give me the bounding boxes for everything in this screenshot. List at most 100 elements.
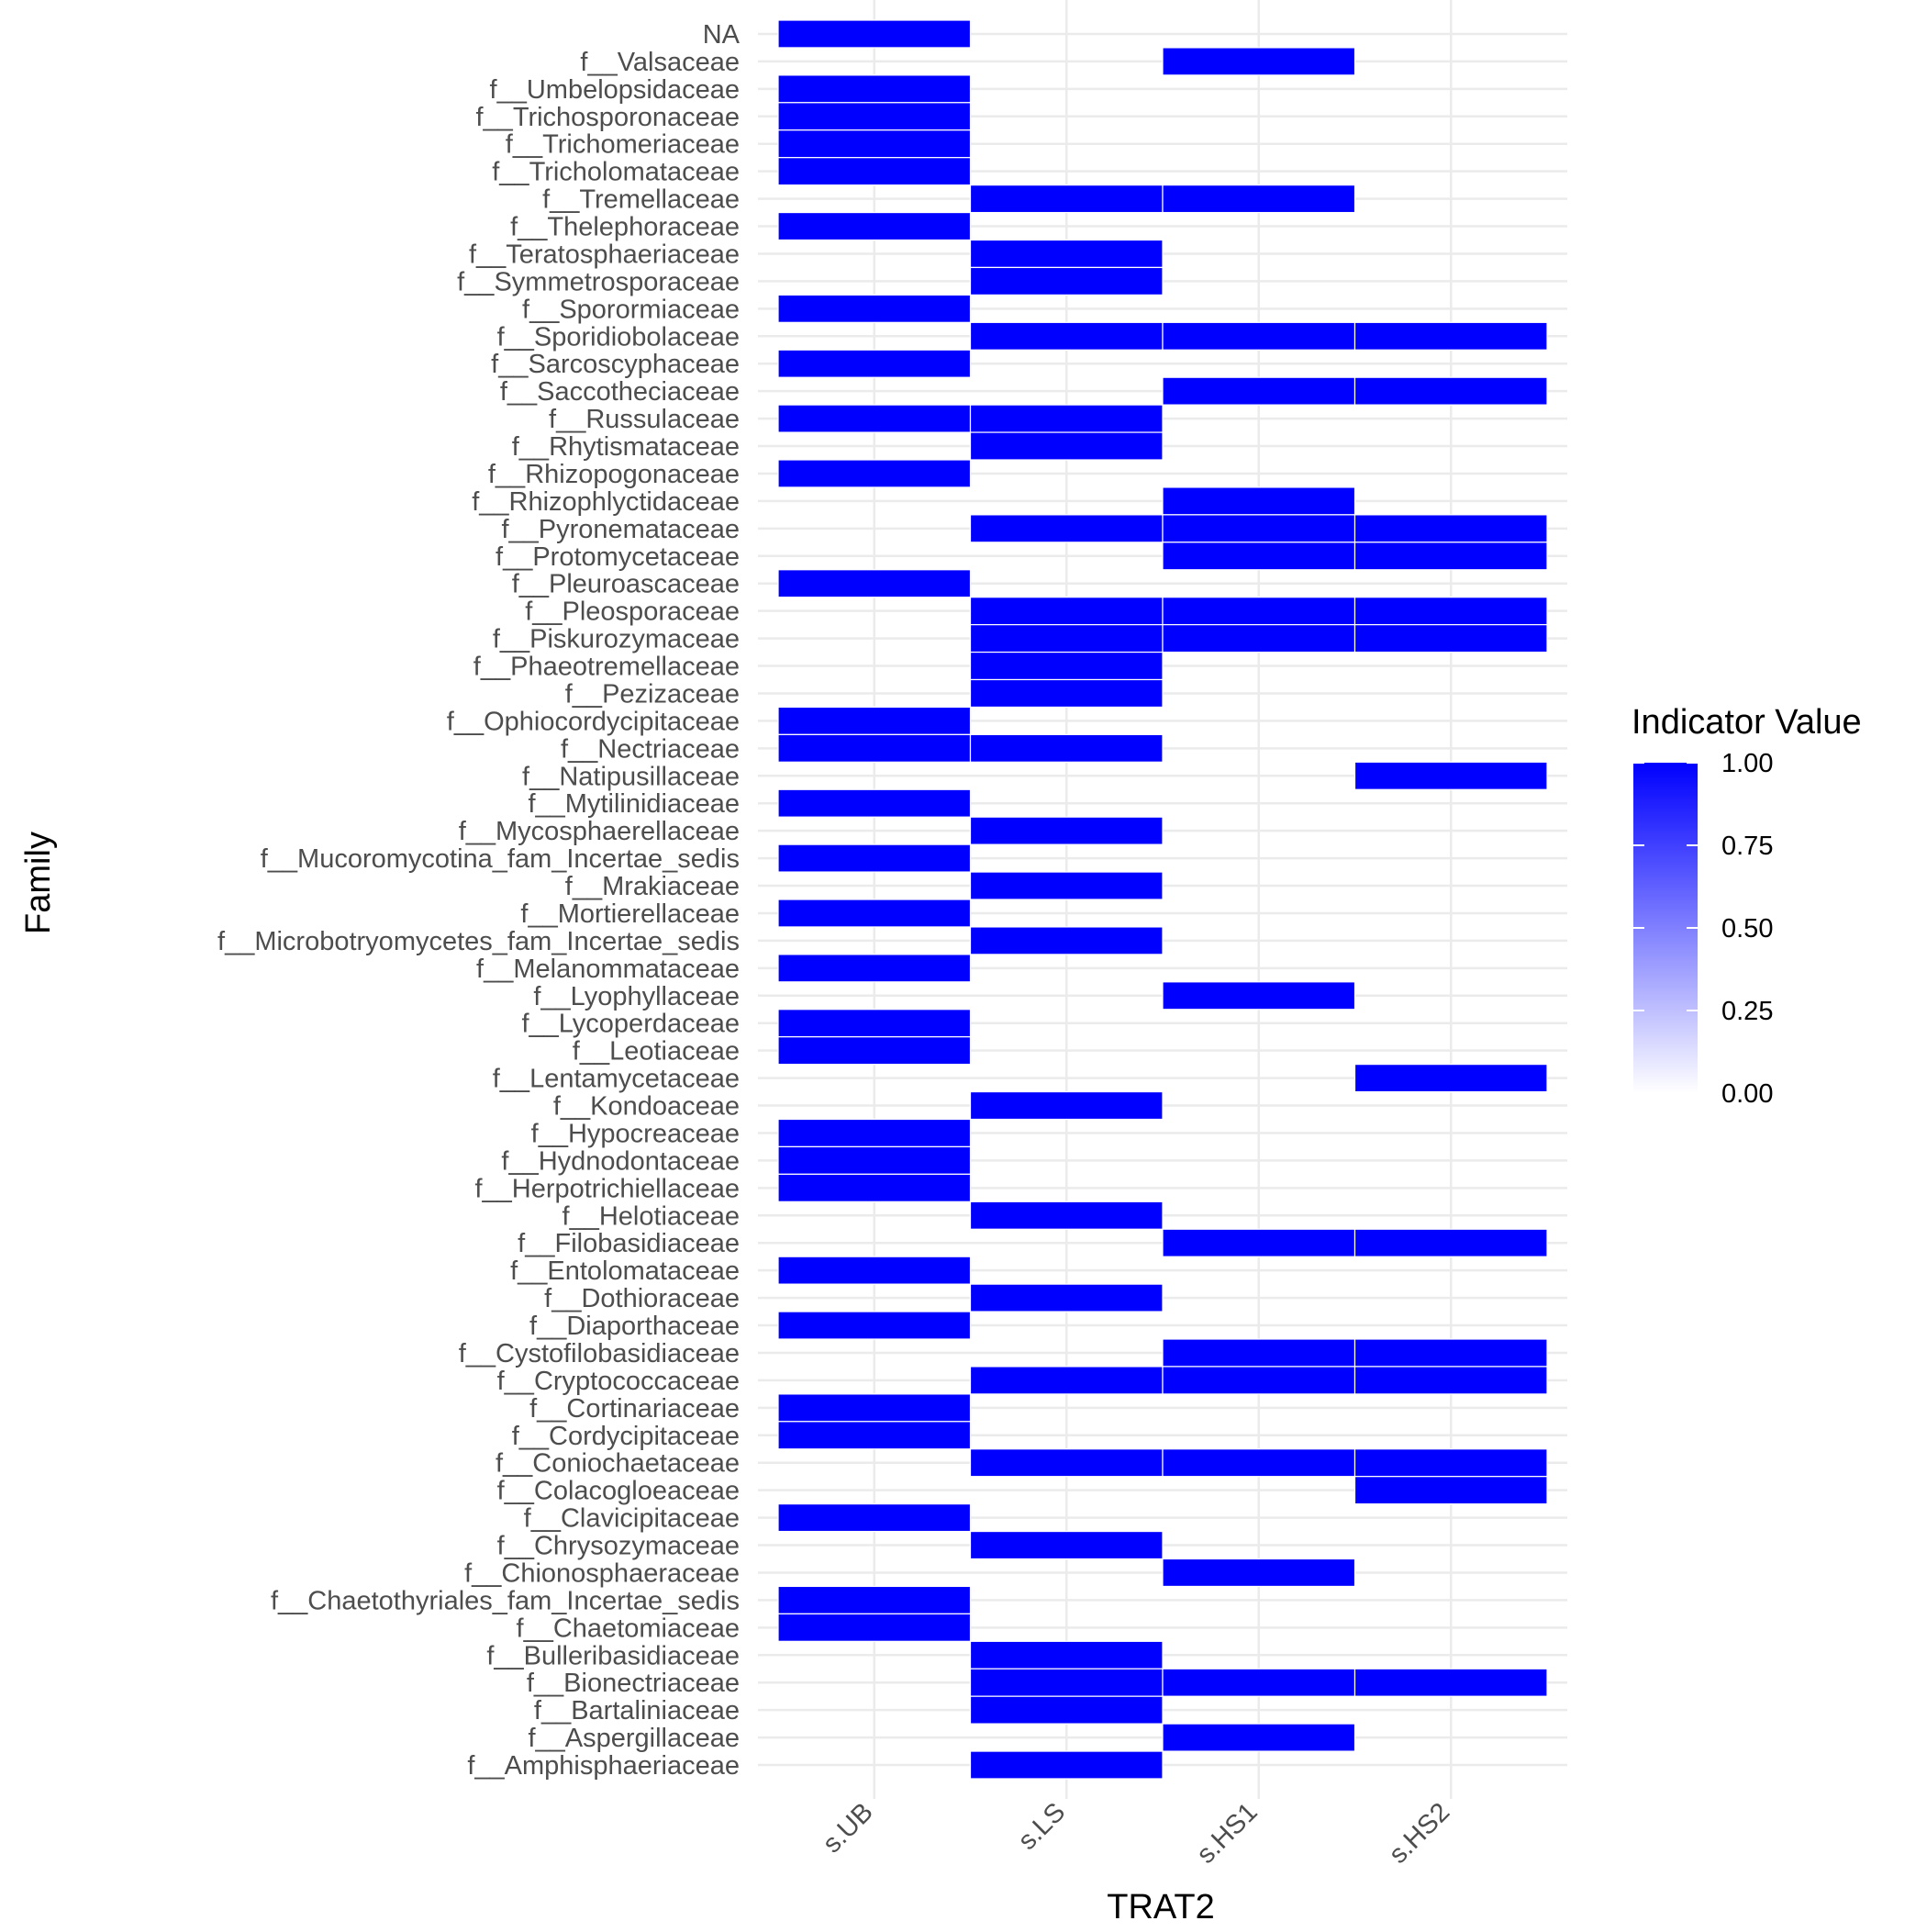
tile-f-herpotrichiellaceae-s-ub: [777, 1173, 972, 1202]
tile-f-protomycetaceae-s-hs2: [1353, 542, 1548, 571]
tile-f-pleosporaceae-s-hs1: [1162, 597, 1356, 626]
y-tick-label: f__Hypocreaceae: [531, 1119, 740, 1148]
tile-f-cortinariaceae-s-ub: [777, 1393, 972, 1423]
y-tick-label: f__Valsaceae: [580, 48, 740, 77]
tile-f-mycosphaerellaceae-s-ls: [969, 816, 1164, 845]
y-tick-label: f__Ophiocordycipitaceae: [447, 707, 740, 736]
y-tick-label: f__Thelephoraceae: [510, 213, 740, 242]
tile-f-leotiaceae-s-ub: [777, 1036, 972, 1066]
tile-f-cryptococcaceae-s-hs2: [1353, 1366, 1548, 1395]
y-tick-label: f__Chaetomiaceae: [517, 1614, 740, 1643]
y-tick-label: f__Tremellaceae: [542, 185, 740, 215]
tile-f-cystofilobasidiaceae-s-hs2: [1353, 1338, 1548, 1368]
tile-f-diaporthaceae-s-ub: [777, 1311, 972, 1340]
y-tick-label: f__Mytilinidiaceae: [528, 789, 740, 819]
x-tick-label: s.HS1: [1191, 1797, 1263, 1869]
tile-f-amphisphaeriaceae-s-ls: [969, 1750, 1164, 1780]
tile-f-russulaceae-s-ub: [777, 404, 972, 433]
tile-f-piskurozymaceae-s-ls: [969, 624, 1164, 653]
tile-f-bartaliniaceae-s-ls: [969, 1695, 1164, 1725]
tile-f-mrakiaceae-s-ls: [969, 871, 1164, 900]
y-tick-label: f__Nectriaceae: [561, 734, 740, 764]
tile-f-cystofilobasidiaceae-s-hs1: [1162, 1338, 1356, 1368]
tile-f-rhizopogonaceae-s-ub: [777, 459, 972, 488]
y-tick-label: f__Chrysozymaceae: [497, 1532, 740, 1561]
tile-f-coniochaetaceae-s-hs1: [1162, 1448, 1356, 1478]
y-tick-label: f__Pezizaceae: [565, 679, 740, 709]
tile-f-lyophyllaceae-s-hs1: [1162, 981, 1356, 1011]
y-tick-label: f__Helotiaceae: [563, 1201, 740, 1231]
tile-f-bulleribasidiaceae-s-ls: [969, 1640, 1164, 1670]
tile-f-cryptococcaceae-s-ls: [969, 1366, 1164, 1395]
tile-f-lentamycetaceae-s-hs2: [1353, 1064, 1548, 1093]
tile-f-dothioraceae-s-ls: [969, 1283, 1164, 1312]
y-tick-label: f__Pyronemataceae: [501, 515, 740, 544]
y-tick-label: f__Bionectriaceae: [527, 1669, 740, 1698]
y-tick-label: f__Bulleribasidiaceae: [486, 1641, 740, 1670]
tile-f-chionosphaeraceae-s-hs1: [1162, 1558, 1356, 1588]
tile-f-protomycetaceae-s-hs1: [1162, 542, 1356, 571]
tile-f-symmetrosporaceae-s-ls: [969, 266, 1164, 296]
tile-f-bionectriaceae-s-ls: [969, 1668, 1164, 1697]
tile-f-nectriaceae-s-ub: [777, 733, 972, 763]
tile-f-pyronemataceae-s-hs2: [1353, 514, 1548, 543]
tile-f-sporidiobolaceae-s-ls: [969, 321, 1164, 351]
y-tick-label: f__Melanommataceae: [476, 955, 740, 984]
x-tick-label: s.LS: [1013, 1797, 1072, 1856]
y-tick-label: f__Hydnodontaceae: [501, 1146, 740, 1176]
tile-f-bionectriaceae-s-hs1: [1162, 1668, 1356, 1697]
tile-f-trichosporonaceae-s-ub: [777, 102, 972, 131]
y-tick-label: f__Leotiaceae: [573, 1037, 740, 1067]
tile-f-clavicipitaceae-s-ub: [777, 1503, 972, 1533]
y-tick-label: f__Lycoperdaceae: [521, 1010, 740, 1039]
x-tick-label: s.UB: [818, 1797, 879, 1859]
y-tick-label: f__Umbelopsidaceae: [490, 75, 740, 105]
y-tick-label: f__Lentamycetaceae: [493, 1065, 740, 1094]
tile-f-pleosporaceae-s-ls: [969, 597, 1164, 626]
tile-f-thelephoraceae-s-ub: [777, 211, 972, 241]
y-tick-label: f__Cordycipitaceae: [512, 1422, 740, 1451]
tile-f-piskurozymaceae-s-hs2: [1353, 624, 1548, 653]
x-axis-title: TRAT2: [1107, 1888, 1215, 1926]
tile-f-aspergillaceae-s-hs1: [1162, 1723, 1356, 1752]
x-tick-label: s.HS2: [1384, 1797, 1455, 1869]
tile-f-tricholomataceae-s-ub: [777, 157, 972, 186]
tile-f-chaetomiaceae-s-ub: [777, 1613, 972, 1642]
tile-f-melanommataceae-s-ub: [777, 954, 972, 983]
tile-f-rhizophlyctidaceae-s-hs1: [1162, 486, 1356, 516]
y-tick-label: f__Amphisphaeriaceae: [467, 1751, 740, 1781]
tile-f-sporormiaceae-s-ub: [777, 294, 972, 323]
tile-f-tremellaceae-s-ls: [969, 184, 1164, 214]
tile-f-filobasidiaceae-s-hs1: [1162, 1228, 1356, 1257]
tile-f-kondoaceae-s-ls: [969, 1090, 1164, 1121]
tile-f-microbotryomycetes-fam-incertae-sedis-s-ls: [969, 926, 1164, 955]
y-tick-label: f__Lyophyllaceae: [533, 982, 740, 1011]
legend-tick-label: 0.25: [1721, 997, 1773, 1026]
tile-f-nectriaceae-s-ls: [969, 733, 1164, 763]
tile-f-hydnodontaceae-s-ub: [777, 1145, 972, 1175]
tile-f-pleuroascaceae-s-ub: [777, 569, 972, 598]
color-legend: Indicator Value 0.00 0.25 0.50 0.75 1.00: [1632, 703, 1862, 1109]
tile-f-mucoromycotina-fam-incertae-sedis-s-ub: [777, 843, 972, 873]
tile-f-sporidiobolaceae-s-hs1: [1162, 321, 1356, 351]
tile-f-mortierellaceae-s-ub: [777, 899, 972, 928]
tile-f-saccotheciaceae-s-hs2: [1353, 376, 1548, 406]
y-tick-label: f__Entolomataceae: [510, 1256, 740, 1286]
y-tick-label: f__Trichomeriaceae: [506, 130, 740, 160]
legend-tick-label: 0.50: [1721, 914, 1773, 944]
tile-f-umbelopsidaceae-s-ub: [777, 74, 972, 104]
legend-ticks: 0.00 0.25 0.50 0.75 1.00: [1633, 749, 1773, 1109]
y-tick-label: f__Natipusillaceae: [522, 762, 740, 791]
tile-f-pyronemataceae-s-hs1: [1162, 514, 1356, 543]
tile-f-sporidiobolaceae-s-hs2: [1353, 321, 1548, 351]
tile-f-valsaceae-s-hs1: [1162, 47, 1356, 76]
tile-f-coniochaetaceae-s-hs2: [1353, 1448, 1548, 1478]
y-tick-label: f__Filobasidiaceae: [518, 1229, 740, 1258]
legend-title: Indicator Value: [1632, 703, 1862, 742]
y-tick-label: f__Teratosphaeriaceae: [469, 240, 740, 269]
heatmap-tiles: [777, 19, 1548, 1780]
tile-f-rhytismataceae-s-ls: [969, 431, 1164, 461]
x-tick-labels: s.UB s.LS s.HS1 s.HS2: [818, 1797, 1456, 1869]
tile-f-phaeotremellaceae-s-ls: [969, 651, 1164, 681]
